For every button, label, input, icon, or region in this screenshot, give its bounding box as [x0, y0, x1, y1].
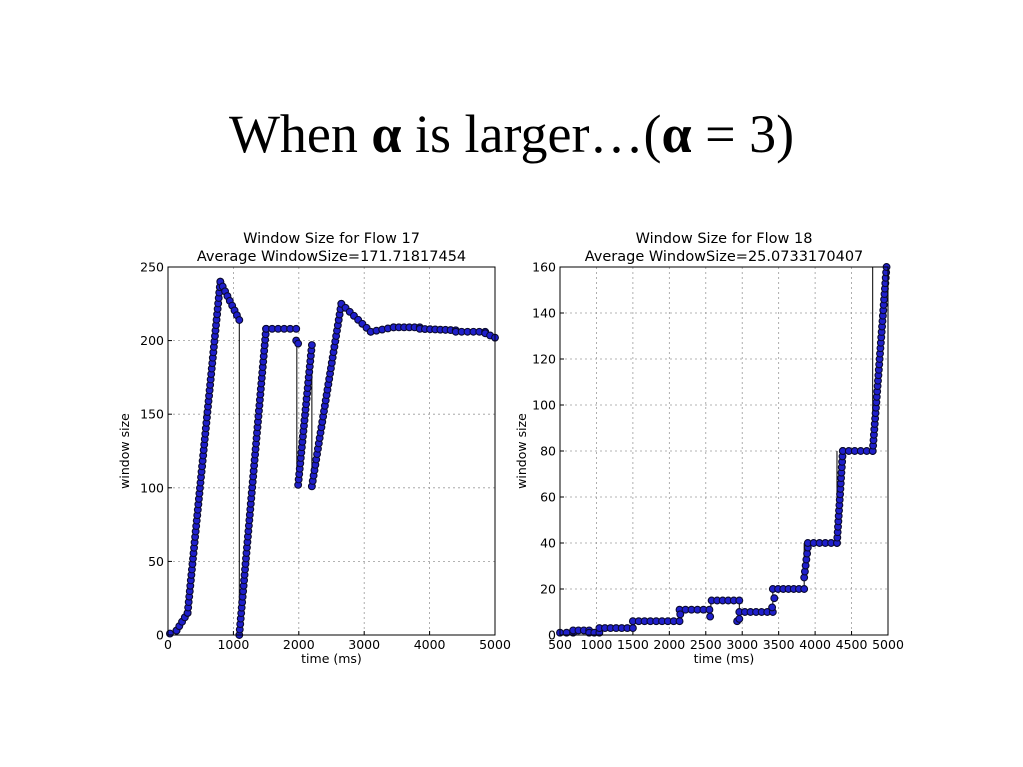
y-tick-label: 140	[532, 306, 556, 321]
x-axis-label: time (ms)	[694, 651, 755, 666]
data-point	[735, 596, 744, 605]
y-tick-label: 0	[548, 628, 556, 643]
plot-frame	[559, 266, 889, 636]
y-tick-label: 100	[532, 398, 556, 413]
data-point	[768, 603, 777, 612]
y-tick-label: 150	[140, 407, 164, 422]
plot-area	[560, 267, 888, 635]
x-tick-label: 5000	[872, 637, 904, 652]
y-axis-label: window size	[117, 413, 132, 489]
data-point	[307, 341, 316, 349]
chart-subtitle: Average WindowSize=171.71817454	[197, 249, 466, 265]
data-point	[675, 617, 684, 626]
y-tick-label: 160	[532, 260, 556, 275]
chart-title: Window Size for Flow 17	[243, 231, 420, 247]
data-point	[294, 339, 303, 348]
y-tick-label: 60	[540, 490, 556, 505]
x-tick-label: 5000	[479, 637, 511, 652]
x-tick-label: 3000	[726, 637, 758, 652]
alpha-symbol-2: α	[661, 104, 692, 164]
y-tick-label: 200	[140, 333, 164, 348]
data-point	[235, 316, 244, 324]
data-point	[628, 624, 637, 633]
x-tick-label: 1500	[617, 637, 649, 652]
title-text-eq: = 3)	[691, 104, 795, 164]
data-point	[676, 610, 685, 619]
y-tick-label: 20	[540, 582, 556, 597]
chart-flow-17: Window Size for Flow 17 Average WindowSiz…	[117, 231, 511, 666]
x-tick-label: 1000	[217, 637, 249, 652]
y-tick-label: 50	[148, 554, 164, 569]
data-point	[292, 324, 301, 333]
x-tick-label: 2000	[283, 637, 315, 652]
data-point	[735, 614, 744, 623]
x-tick-label: 4000	[414, 637, 446, 652]
x-tick-label: 2000	[653, 637, 685, 652]
x-tick-label: 3500	[763, 637, 795, 652]
chart-subtitle: Average WindowSize=25.0733170407	[585, 249, 864, 265]
y-tick-label: 0	[156, 628, 164, 643]
x-tick-label: 4000	[799, 637, 831, 652]
chart-title: Window Size for Flow 18	[636, 231, 813, 247]
plot-frame	[167, 266, 496, 636]
data-point	[705, 605, 714, 614]
x-tick-label: 4500	[836, 637, 868, 652]
y-tick-label: 40	[540, 536, 556, 551]
y-tick-label: 80	[540, 444, 556, 459]
y-tick-label: 120	[532, 352, 556, 367]
x-tick-label: 0	[164, 637, 172, 652]
data-point	[706, 612, 715, 621]
slide-title: When α is larger…(α = 3)	[0, 100, 1023, 168]
chart-flow-18: Window Size for Flow 18 Average WindowSiz…	[514, 231, 904, 666]
x-tick-label: 1000	[581, 637, 613, 652]
series-markers	[166, 277, 499, 639]
alpha-symbol: α	[371, 104, 402, 164]
x-tick-label: 3000	[348, 637, 380, 652]
y-axis-label: window size	[514, 413, 529, 489]
y-tick-label: 250	[140, 260, 164, 275]
title-text-mid: is larger…(	[401, 104, 662, 164]
x-axis-label: time (ms)	[301, 651, 362, 666]
y-tick-label: 100	[140, 480, 164, 495]
x-tick-label: 500	[548, 637, 572, 652]
x-tick-label: 2500	[690, 637, 722, 652]
data-point	[770, 594, 779, 603]
data-point	[800, 585, 809, 593]
title-text-pre: When	[228, 104, 372, 164]
